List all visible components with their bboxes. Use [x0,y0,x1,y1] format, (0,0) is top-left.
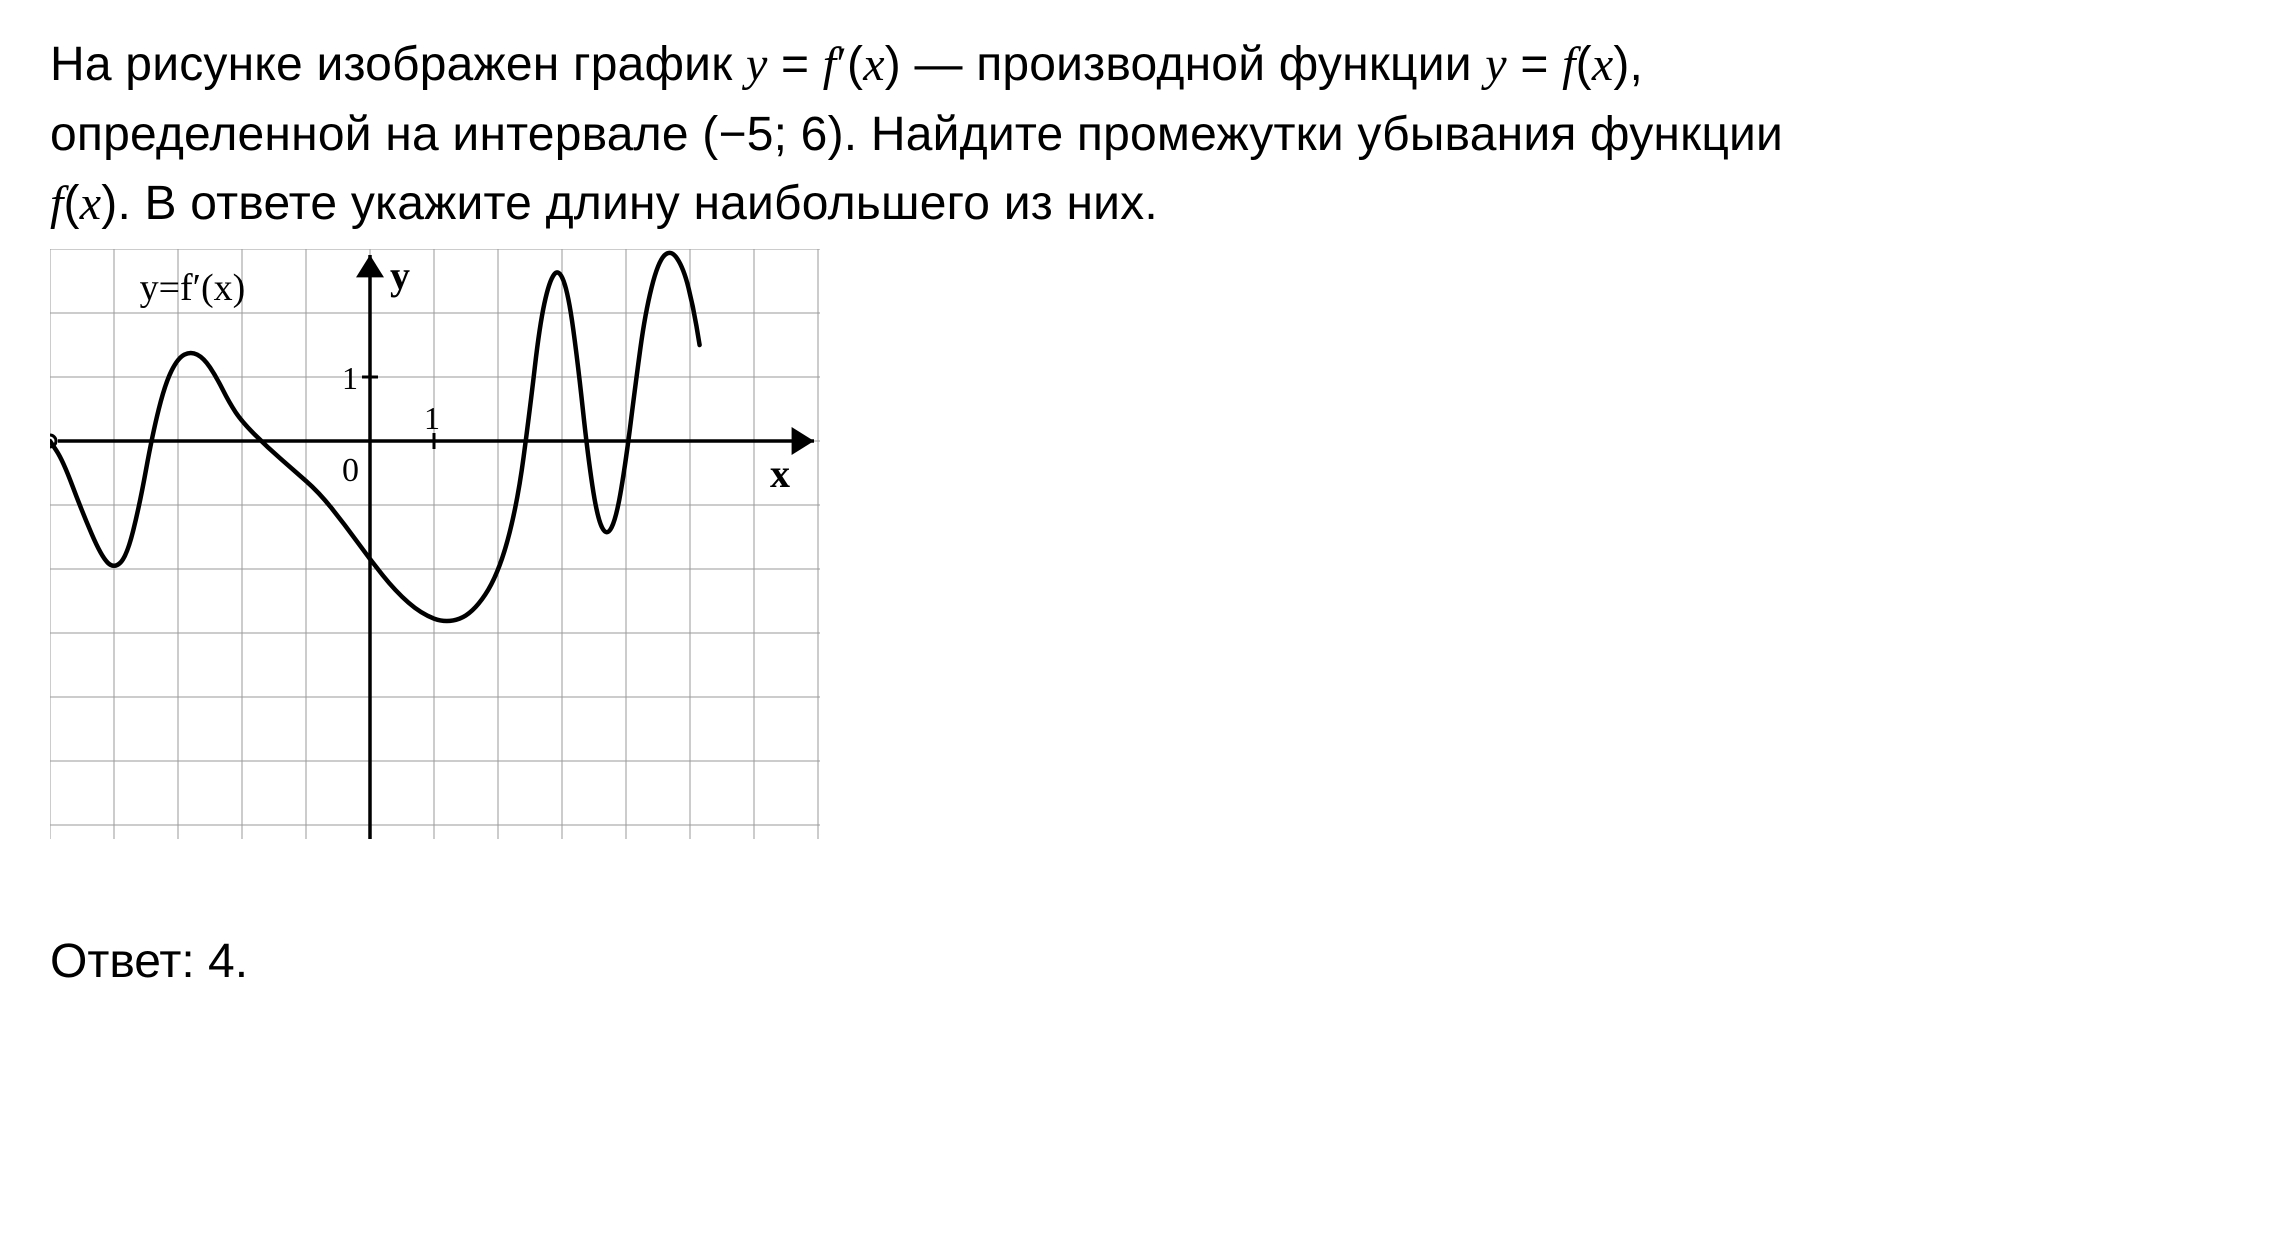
punct: , [1630,38,1644,91]
problem-text: На рисунке изображен график y = f′(x) — … [50,30,2231,239]
svg-text:x: x [770,451,790,496]
math-var: x [1592,38,1614,91]
answer-line: Ответ: 4. [50,934,2231,989]
math-var: f [1562,38,1576,91]
svg-text:y=f′(x): y=f′(x) [140,267,246,309]
text-segment: определенной на интервале [50,108,702,161]
svg-text:y: y [390,253,410,298]
svg-text:1: 1 [424,400,440,436]
math-op: = [1507,38,1562,91]
math-op: = [767,38,822,91]
math-paren: ( [847,38,863,91]
math-paren: ( [64,177,80,230]
math-var: f [823,38,837,91]
interval: (−5; 6) [702,108,843,161]
text-segment: — производной функции [914,38,1485,91]
svg-text:1: 1 [342,360,358,396]
math-paren: ) [1613,38,1629,91]
derivative-chart: y x 0 1 1 y=f′(x) [50,249,820,839]
math-var: y [1485,38,1507,91]
math-paren: ) [101,177,117,230]
math-var: x [863,38,885,91]
text-segment: . В ответе укажите длину наибольшего из … [117,177,1157,230]
math-var: f [50,177,64,230]
answer-label: Ответ: [50,935,208,988]
text-segment: . Найдите промежутки убывания функции [844,108,1783,161]
answer-value: 4. [208,935,248,988]
math-paren: ( [1576,38,1592,91]
chart-container: y x 0 1 1 y=f′(x) [50,249,2231,844]
math-prime: ′ [836,38,847,91]
math-var: y [746,38,768,91]
math-paren: ) [885,38,901,91]
math-var: x [80,177,102,230]
text-segment: На рисунке изображен график [50,38,746,91]
svg-text:0: 0 [342,452,359,489]
